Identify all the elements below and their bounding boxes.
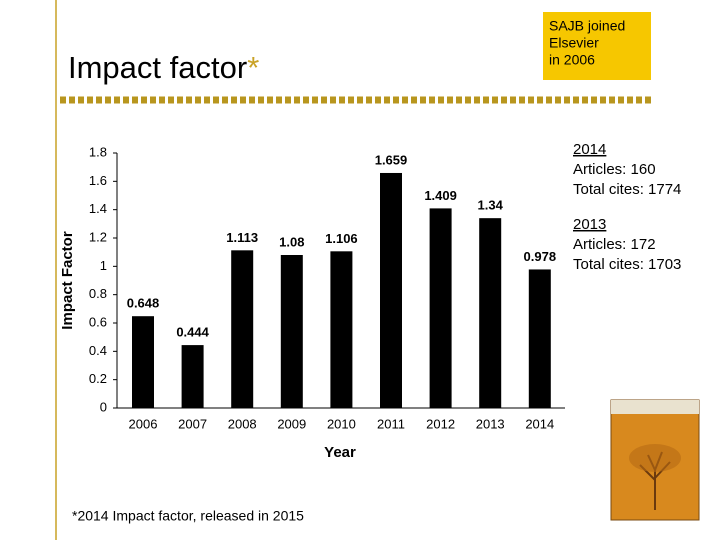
note-line: Articles: 160	[573, 161, 656, 178]
y-tick-label: 1.4	[89, 201, 107, 216]
y-axis-label: Impact Factor	[59, 231, 76, 330]
bar	[132, 316, 154, 408]
bar	[181, 345, 204, 408]
y-tick-label: 0.6	[89, 314, 107, 329]
bar	[231, 250, 254, 408]
bar	[380, 172, 402, 408]
x-tick-label: 2011	[377, 416, 405, 431]
value-label: 1.659	[375, 152, 408, 167]
callout-line: SAJB joined	[549, 18, 625, 34]
x-tick-label: 2010	[327, 416, 356, 431]
y-tick-label: 1.6	[89, 173, 107, 188]
x-tick-label: 2006	[129, 416, 158, 431]
note-line: Total cites: 1774	[573, 181, 681, 198]
title: Impact factor*	[68, 50, 259, 85]
y-tick-label: 0.8	[89, 286, 107, 301]
x-tick-label: 2008	[228, 416, 257, 431]
x-tick-label: 2007	[178, 416, 207, 431]
y-tick-label: 1.8	[89, 144, 107, 159]
side-notes: 2014 Articles: 160 Total cites: 1774 2013 Ar…	[573, 141, 681, 273]
y-tick-label: 1	[100, 258, 107, 273]
journal-cover	[610, 399, 700, 521]
bar	[330, 251, 353, 408]
y-tick-label: 0.4	[89, 343, 107, 358]
bar	[528, 269, 551, 408]
x-tick-label: 2012	[426, 416, 455, 431]
callout-line: in 2006	[549, 52, 595, 68]
callout-line: Elsevier	[549, 35, 599, 51]
callout-box	[543, 12, 651, 80]
y-tick-label: 0.2	[89, 371, 107, 386]
bar	[280, 255, 303, 408]
value-label: 1.34	[478, 198, 504, 213]
y-tick-label: 1.2	[89, 229, 107, 244]
value-label: 1.08	[279, 234, 304, 249]
note-line: Total cites: 1703	[573, 256, 681, 273]
bar	[479, 218, 502, 408]
value-label: 1.409	[424, 188, 457, 203]
footnote: *2014 Impact factor, released in 2015	[72, 508, 304, 524]
cover-crown	[629, 444, 681, 472]
value-label: 0.444	[176, 325, 209, 340]
bar	[429, 208, 452, 408]
value-label: 1.106	[325, 231, 358, 246]
y-tick-label: 0	[100, 399, 107, 414]
x-axis-label: Year	[324, 444, 356, 461]
value-label: 1.113	[226, 230, 258, 245]
note-line: Articles: 172	[573, 236, 656, 253]
note-year: 2013	[573, 216, 606, 233]
x-tick-label: 2009	[277, 416, 306, 431]
value-label: 0.648	[127, 296, 160, 311]
note-year: 2014	[573, 141, 606, 158]
x-tick-label: 2014	[525, 416, 554, 431]
x-tick-label: 2013	[476, 416, 505, 431]
cover-band	[611, 400, 699, 414]
value-label: 0.978	[524, 249, 557, 264]
